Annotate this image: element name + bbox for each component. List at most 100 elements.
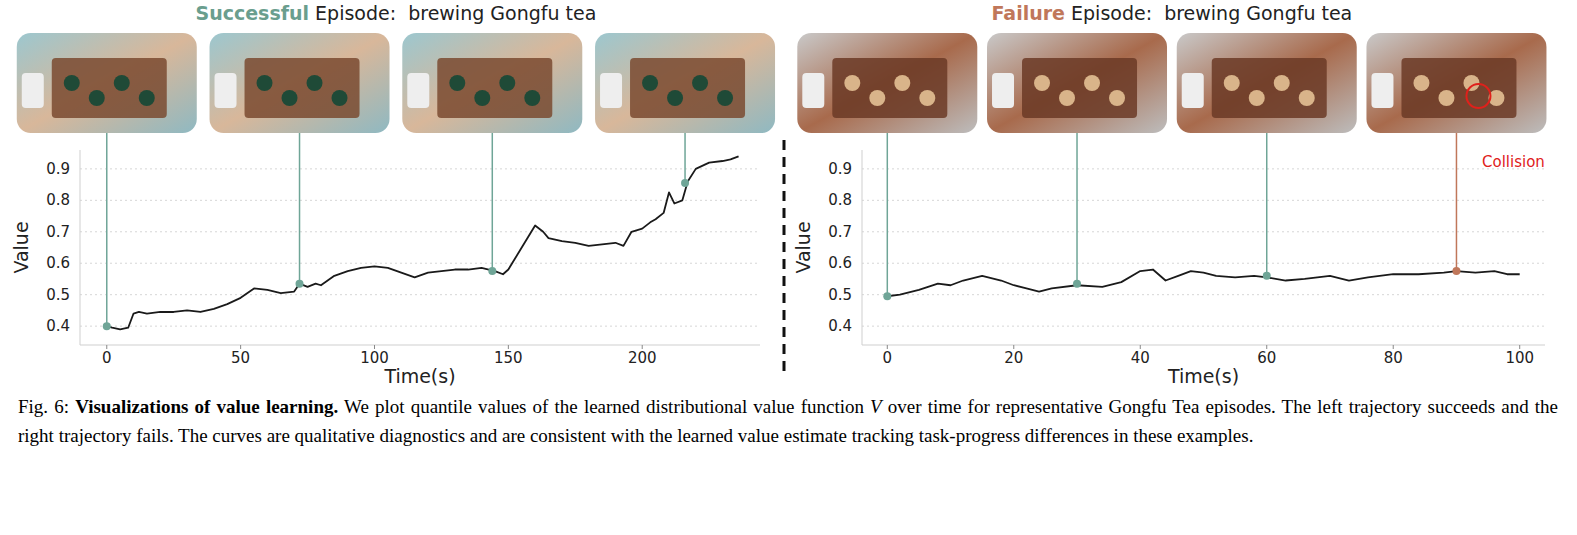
photo <box>797 33 977 133</box>
photo <box>595 33 775 133</box>
connector-line <box>684 133 686 183</box>
photo-cup <box>1059 90 1075 106</box>
connector-line <box>492 133 494 271</box>
key-frame-marker <box>1073 280 1081 288</box>
y-tick-label: 0.7 <box>46 223 70 241</box>
separator <box>783 140 786 375</box>
y-tick-label: 0.9 <box>828 160 852 178</box>
title-text: Episode: brewing Gongfu tea <box>309 2 596 24</box>
photo-cup <box>894 75 910 91</box>
photo-frame <box>210 33 390 133</box>
x-axis-line <box>862 345 1545 346</box>
y-tick-label: 0.8 <box>46 191 70 209</box>
photo-cup <box>692 75 708 91</box>
grid-line <box>862 326 1545 327</box>
photo-cup <box>1249 90 1265 106</box>
y-axis-line <box>80 150 81 345</box>
photo-frame <box>595 33 775 133</box>
y-tick-label: 0.4 <box>828 317 852 335</box>
caption-text: We plot quantile values of the learned d… <box>344 396 870 417</box>
grid-line <box>862 200 1545 201</box>
x-tick-label: 150 <box>494 349 523 367</box>
photo-cup <box>1438 90 1454 106</box>
data-group <box>107 156 739 329</box>
key-frame-marker <box>103 322 111 330</box>
photo-cup <box>139 90 155 106</box>
photo-table <box>832 58 947 118</box>
grid-line <box>862 294 1545 295</box>
photo-table <box>630 58 745 118</box>
y-tick-label: 0.5 <box>46 286 70 304</box>
photo-frame <box>987 33 1167 133</box>
x-tick-label: 0 <box>883 349 893 367</box>
photo-frame <box>1177 33 1357 133</box>
photo-arm <box>992 73 1014 108</box>
photo-cup <box>1224 75 1240 91</box>
connector-line <box>1456 133 1458 271</box>
grid-line <box>80 326 760 327</box>
photo-cup <box>1109 90 1125 106</box>
photo-arm <box>407 73 429 108</box>
photo-arm <box>1182 73 1204 108</box>
y-axis-title: Value <box>792 221 814 273</box>
x-axis-title: Time(s) <box>1167 365 1239 387</box>
grid-line <box>862 263 1545 264</box>
connector-line <box>1266 133 1268 276</box>
caption-heading: Visualizations of value learning. <box>75 396 338 417</box>
x-tick-label: 20 <box>1004 349 1023 367</box>
caption: Fig. 6: Visualizations of value learning… <box>18 392 1558 450</box>
y-tick-label: 0.6 <box>828 254 852 272</box>
panel-title: Failure Episode: brewing Gongfu tea <box>992 2 1353 24</box>
photo-cup <box>114 75 130 91</box>
collision-circle <box>1466 84 1490 108</box>
grid-line <box>80 294 760 295</box>
y-tick-label: 0.6 <box>46 254 70 272</box>
photo-arm <box>1371 73 1393 108</box>
photo-cup <box>307 75 323 91</box>
caption-symbol: V <box>870 396 882 417</box>
connector-line <box>106 133 108 326</box>
annotation: Collision <box>1482 153 1545 171</box>
key-frame-marker <box>883 292 891 300</box>
photo-cup <box>667 90 683 106</box>
photo-frame <box>17 33 197 133</box>
photo-arm <box>22 73 44 108</box>
photo-arm <box>802 73 824 108</box>
x-tick-label: 80 <box>1384 349 1403 367</box>
photo-cup <box>474 90 490 106</box>
connector-line <box>299 133 301 284</box>
photo-cup <box>282 90 298 106</box>
photo-cup <box>1413 75 1429 91</box>
photo-cup <box>257 75 273 91</box>
x-axis-line <box>80 345 760 346</box>
photo-cup <box>524 90 540 106</box>
chart-panel: 0.40.50.60.70.80.9050100150200Time(s)Val… <box>10 2 775 387</box>
key-frame-marker <box>1452 267 1460 275</box>
x-axis-title: Time(s) <box>383 365 455 387</box>
key-frame-marker <box>296 280 304 288</box>
photo-cup <box>717 90 733 106</box>
connector-line <box>1076 133 1078 284</box>
title-text: Episode: brewing Gongfu tea <box>1065 2 1352 24</box>
grid-line <box>862 231 1545 232</box>
photo-table <box>52 58 167 118</box>
y-tick-label: 0.4 <box>46 317 70 335</box>
x-tick-label: 200 <box>628 349 657 367</box>
photo-cup <box>1299 90 1315 106</box>
chart-panel: 0.40.50.60.70.80.9020406080100Time(s)Val… <box>792 2 1546 387</box>
x-tick-label: 100 <box>1505 349 1534 367</box>
photo-frame <box>402 33 582 133</box>
photo-cup <box>844 75 860 91</box>
photo-cup <box>1084 75 1100 91</box>
photo-table <box>1022 58 1137 118</box>
photo-cup <box>642 75 658 91</box>
photo-cup <box>499 75 515 91</box>
photo-cup <box>869 90 885 106</box>
photo <box>17 33 197 133</box>
photo-cup <box>64 75 80 91</box>
y-axis-line <box>862 150 863 345</box>
title-lead: Successful <box>196 2 310 24</box>
grid-line <box>80 168 760 169</box>
photo-arm <box>600 73 622 108</box>
key-frame-marker <box>1263 272 1271 280</box>
